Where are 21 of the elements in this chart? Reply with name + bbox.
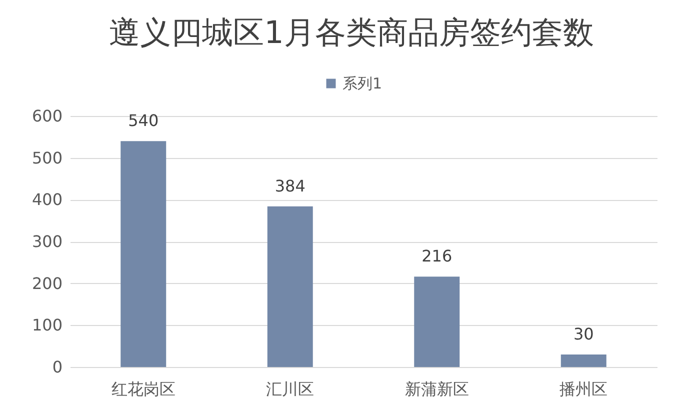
data-label: 216 — [422, 246, 452, 266]
y-tick-label: 300 — [32, 232, 62, 251]
y-tick-label: 400 — [32, 190, 62, 210]
x-tick-label: 红花岗区 — [111, 380, 176, 398]
x-tick-label: 新蒲新区 — [404, 380, 469, 398]
bar — [120, 141, 166, 367]
bar — [267, 206, 313, 367]
legend-label: 系列1 — [342, 74, 382, 92]
data-label: 540 — [128, 111, 159, 130]
x-tick-label: 汇川区 — [266, 380, 314, 398]
bar — [414, 276, 460, 367]
bar — [560, 354, 606, 367]
y-tick-label: 500 — [32, 148, 62, 168]
data-label: 384 — [274, 176, 306, 196]
data-label: 30 — [573, 324, 594, 344]
y-tick-label: 0 — [52, 358, 62, 376]
x-tick-label: 播州区 — [560, 380, 608, 398]
y-tick-label: 100 — [32, 316, 62, 335]
y-tick-label: 600 — [32, 106, 62, 126]
y-tick-label: 200 — [32, 274, 62, 293]
chart-title: 遵义四城区1月各类商品房签约套数 — [109, 15, 594, 51]
